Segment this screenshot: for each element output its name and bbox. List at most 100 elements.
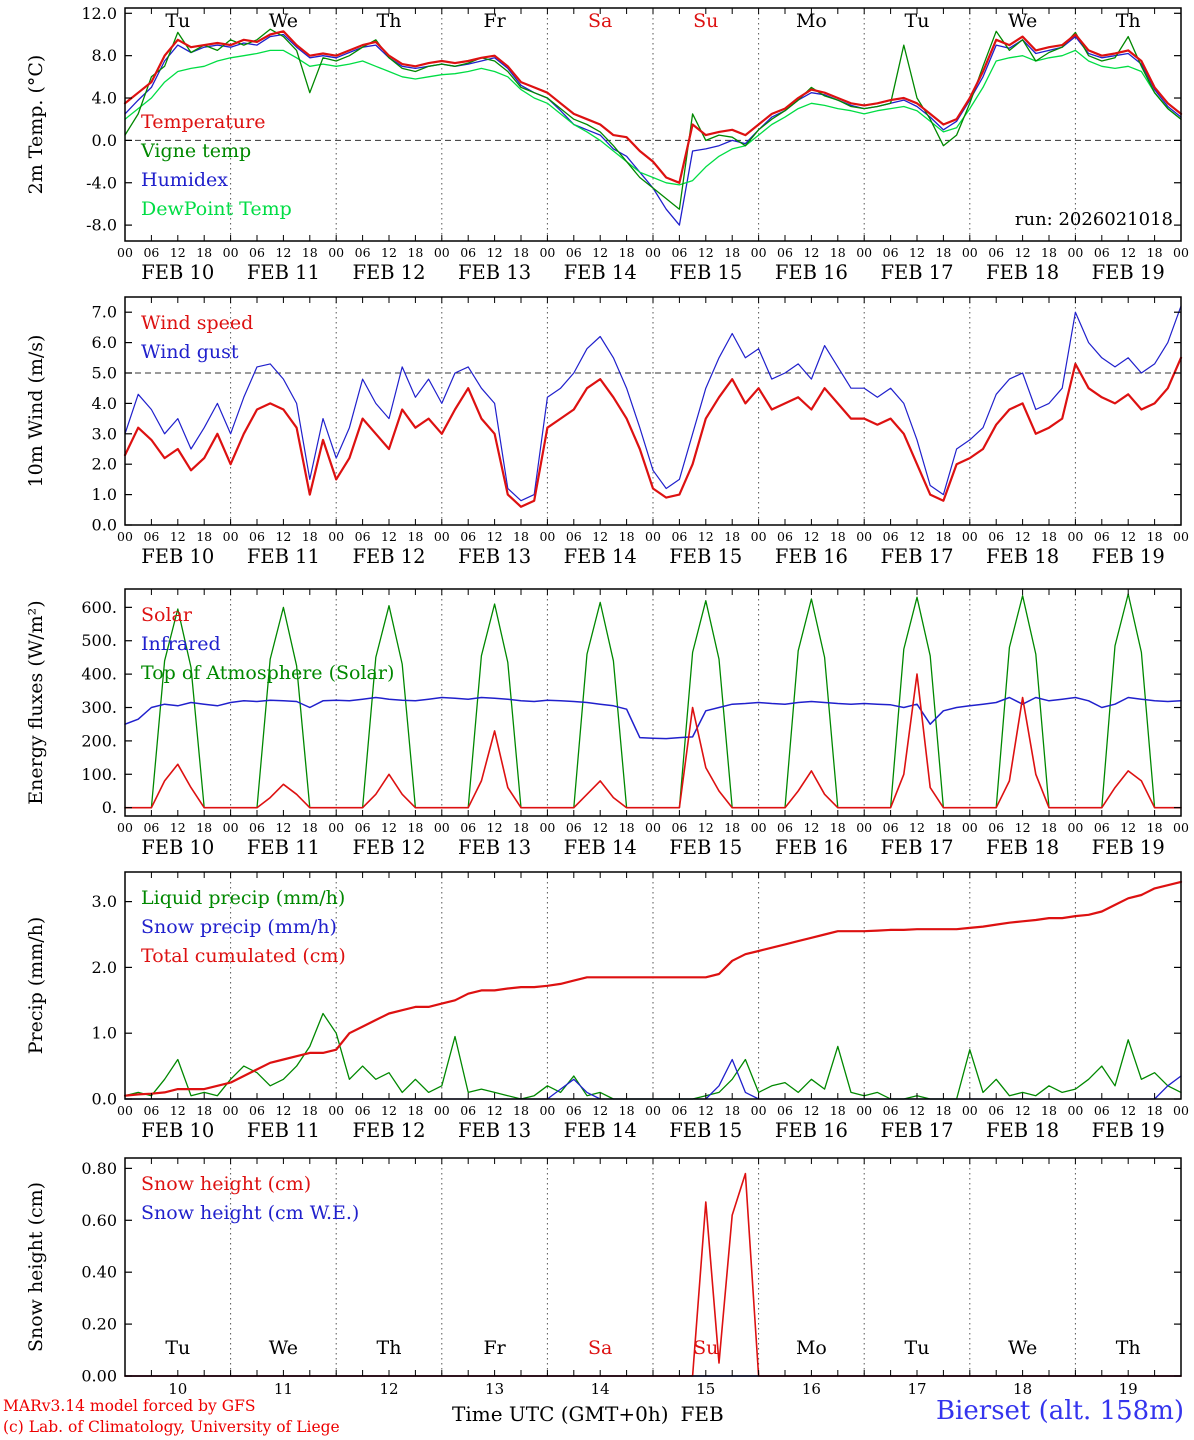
hour-tick-label: 12 — [275, 245, 291, 260]
y-tick-label: 0.00 — [81, 1367, 117, 1386]
legend-top-of-atmosphere-solar: Top of Atmosphere (Solar) — [141, 662, 394, 684]
hour-tick-label: 12 — [592, 820, 608, 835]
legend-liquid-precip-mm-h: Liquid precip (mm/h) — [141, 887, 345, 909]
series-total-cumulated-line — [123, 880, 1183, 1097]
hour-tick-label: 00 — [856, 1103, 872, 1118]
hour-tick-label: 06 — [566, 1103, 582, 1118]
y-tick-label: 0.0 — [92, 516, 117, 535]
hour-tick-label: 12 — [698, 529, 714, 544]
hour-tick-label: 18 — [724, 245, 740, 260]
y-tick-label: 1.0 — [92, 1024, 117, 1043]
day-name-label: We — [1008, 10, 1037, 32]
hour-tick-label: 12 — [592, 529, 608, 544]
date-label: FEB 17 — [880, 545, 953, 568]
hour-tick-label: 12 — [698, 245, 714, 260]
hour-tick-label: 18 — [1147, 245, 1163, 260]
hour-tick-label: 06 — [143, 529, 159, 544]
hour-tick-label: 18 — [619, 245, 635, 260]
day-name-label: Tu — [165, 1337, 190, 1359]
hour-tick-label: 18 — [1147, 820, 1163, 835]
hour-tick-label: 00 — [434, 529, 450, 544]
hour-tick-label: 00 — [328, 1103, 344, 1118]
hour-tick-label: 06 — [1094, 1103, 1110, 1118]
y-tick-label: 8.0 — [92, 46, 117, 65]
station-label: Bierset (alt. 158m) — [935, 1396, 1184, 1426]
hour-tick-label: 00 — [856, 245, 872, 260]
hour-tick-label: 12 — [909, 245, 925, 260]
hour-tick-label: 18 — [302, 820, 318, 835]
day-name-label: Th — [1116, 10, 1141, 32]
y-tick-label: 4.0 — [92, 89, 117, 108]
hour-tick-label: 06 — [883, 529, 899, 544]
hour-tick-label: 12 — [487, 1103, 503, 1118]
day-name-label: Sa — [588, 10, 612, 32]
y-tick-label: 500. — [81, 631, 117, 650]
hour-tick-label: 12 — [909, 529, 925, 544]
hour-tick-label: 00 — [751, 529, 767, 544]
day-number-label: 19 — [1119, 1380, 1138, 1398]
hour-tick-label: 06 — [671, 820, 687, 835]
day-number-label: 10 — [168, 1380, 187, 1398]
hour-tick-label: 12 — [275, 820, 291, 835]
hour-tick-label: 06 — [671, 529, 687, 544]
hour-tick-label: 12 — [803, 1103, 819, 1118]
hour-tick-label: 00 — [117, 820, 133, 835]
y-tick-label: 0.20 — [81, 1315, 117, 1334]
y-tick-label: 0.80 — [81, 1159, 117, 1178]
hour-tick-label: 06 — [988, 529, 1004, 544]
y-tick-label: 3.0 — [92, 892, 117, 911]
date-label: FEB 10 — [141, 836, 214, 859]
hour-tick-label: 06 — [355, 820, 371, 835]
hour-tick-label: 00 — [223, 1103, 239, 1118]
hour-tick-label: 12 — [170, 1103, 186, 1118]
day-name-label: Su — [693, 10, 718, 32]
hour-tick-label: 06 — [460, 820, 476, 835]
hour-tick-label: 00 — [645, 529, 661, 544]
y-tick-label: 2.0 — [92, 455, 117, 474]
y-tick-label: 7.0 — [92, 303, 117, 322]
hour-tick-label: 00 — [856, 529, 872, 544]
hour-tick-label: 00 — [962, 529, 978, 544]
hour-tick-label: 18 — [619, 820, 635, 835]
hour-tick-label: 00 — [1067, 245, 1083, 260]
hour-tick-label: 18 — [935, 529, 951, 544]
hour-tick-label: 00 — [434, 820, 450, 835]
y-tick-label: 0.0 — [92, 1090, 117, 1109]
y-tick-label: -8.0 — [86, 216, 117, 235]
hour-tick-label: 00 — [223, 820, 239, 835]
day-name-label: Tu — [905, 10, 930, 32]
hour-tick-label: 00 — [223, 245, 239, 260]
hour-tick-label: 06 — [355, 529, 371, 544]
hour-tick-label: 00 — [328, 820, 344, 835]
hour-tick-label: 00 — [1067, 820, 1083, 835]
date-label: FEB 19 — [1092, 261, 1165, 284]
hour-tick-label: 18 — [1147, 529, 1163, 544]
hour-tick-label: 06 — [883, 820, 899, 835]
hour-tick-label: 18 — [830, 245, 846, 260]
hour-tick-label: 12 — [909, 1103, 925, 1118]
legend-humidex: Humidex — [141, 169, 228, 191]
hour-tick-label: 00 — [645, 1103, 661, 1118]
hour-tick-label: 06 — [460, 245, 476, 260]
run-label: run: 2026021018 — [1015, 209, 1173, 230]
hour-tick-label: 00 — [223, 529, 239, 544]
y-tick-label: 400. — [81, 665, 117, 684]
legend-wind-gust: Wind gust — [141, 341, 239, 363]
y-tick-label: -4.0 — [86, 173, 117, 192]
hour-tick-label: 18 — [407, 820, 423, 835]
hour-tick-label: 00 — [962, 245, 978, 260]
hour-tick-label: 18 — [935, 820, 951, 835]
date-label: FEB 12 — [352, 836, 425, 859]
hour-tick-label: 18 — [1147, 1103, 1163, 1118]
hour-tick-label: 00 — [1173, 1103, 1189, 1118]
hour-tick-label: 18 — [1041, 529, 1057, 544]
date-label: FEB 11 — [247, 261, 320, 284]
hour-tick-label: 18 — [196, 820, 212, 835]
hour-tick-label: 12 — [698, 820, 714, 835]
hour-tick-label: 12 — [381, 1103, 397, 1118]
hour-tick-label: 06 — [777, 245, 793, 260]
hour-tick-label: 00 — [645, 820, 661, 835]
hour-tick-label: 18 — [302, 1103, 318, 1118]
series-temperature-line — [123, 30, 1183, 184]
day-name-label: Sa — [588, 1337, 612, 1359]
